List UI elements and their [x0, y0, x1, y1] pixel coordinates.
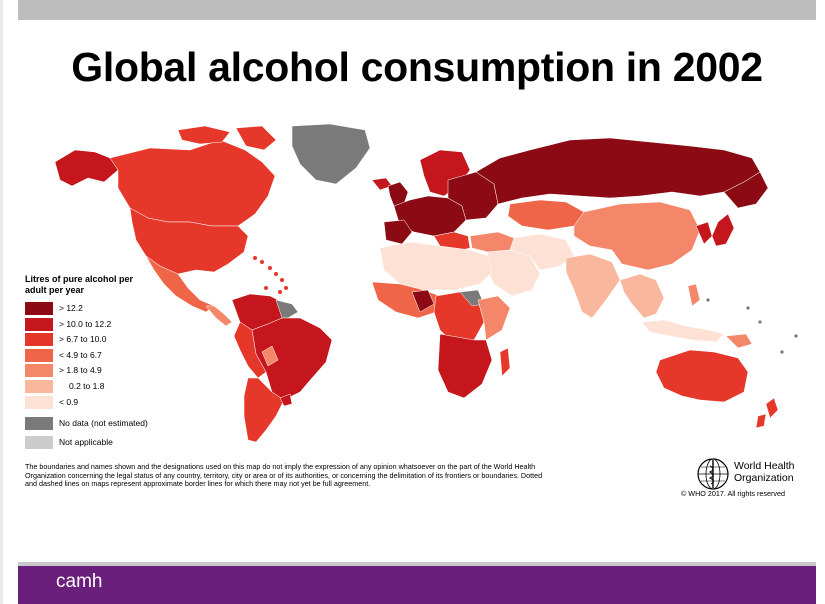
legend-label: No data (not estimated)	[59, 418, 148, 429]
legend-item-no-data: No data (not estimated)	[25, 416, 185, 435]
region-russia	[475, 137, 761, 205]
legend-item: < 0.9	[25, 395, 185, 411]
who-globe-icon	[697, 458, 729, 490]
legend-swatch	[25, 364, 53, 378]
region-uruguay	[279, 393, 293, 407]
slide-left-edge	[0, 0, 3, 604]
legend-swatch	[25, 417, 53, 431]
region-greenland	[291, 123, 371, 185]
legend-item: 0.2 to 1.8	[25, 379, 185, 395]
region-korea-japan	[695, 213, 735, 247]
legend-label: > 6.7 to 10.0	[59, 334, 107, 345]
map-disclaimer: The boundaries and names shown and the d…	[25, 462, 543, 489]
legend-label: > 12.2	[59, 303, 83, 313]
legend-swatch	[25, 395, 53, 409]
region-iran-afghanistan	[509, 233, 575, 271]
region-central-america	[205, 305, 233, 327]
region-china-mongolia	[573, 201, 701, 271]
region-canada-islands	[177, 125, 277, 151]
legend-swatch	[25, 317, 53, 331]
region-indonesia	[641, 319, 725, 343]
caribbean-islands	[253, 256, 288, 294]
top-bar	[18, 0, 816, 20]
world-map	[54, 123, 798, 443]
footer-divider	[18, 562, 816, 566]
legend-swatch	[25, 379, 53, 393]
region-india	[565, 253, 621, 319]
who-copyright: © WHO 2017. All rights reserved	[681, 489, 785, 498]
slide-title: Global alcohol consumption in 2002	[71, 44, 763, 90]
region-png	[725, 333, 753, 349]
region-usa	[129, 207, 249, 275]
legend-label: > 10.0 to 12.2	[59, 318, 112, 329]
legend-item: > 1.8 to 4.9	[25, 363, 185, 379]
region-iberia	[383, 219, 413, 245]
region-philippines	[687, 283, 701, 307]
legend-swatch	[25, 348, 53, 362]
legend-item-not-applicable: Not applicable	[25, 435, 185, 454]
who-name: World Health Organization	[734, 460, 795, 484]
legend-extra: No data (not estimated) Not applicable	[25, 416, 185, 454]
region-southeast-asia	[619, 273, 665, 319]
legend-swatch	[25, 436, 53, 450]
legend-item: > 6.7 to 10.0	[25, 332, 185, 348]
region-alaska	[54, 149, 119, 187]
legend-item: < 4.9 to 6.7	[25, 348, 185, 364]
pacific-islands	[706, 298, 798, 354]
legend-swatch	[25, 333, 53, 347]
legend-label: 0.2 to 1.8	[69, 380, 105, 391]
region-new-zealand	[755, 397, 779, 429]
region-nigeria	[411, 289, 435, 313]
region-argentina-chile	[243, 377, 285, 443]
region-brazil	[251, 317, 333, 401]
legend-item: > 12.2	[25, 301, 185, 317]
region-russia-east	[723, 171, 769, 209]
legend-label: > 1.8 to 4.9	[59, 365, 102, 376]
legend-title: Litres of pure alcohol per adult per yea…	[25, 274, 134, 295]
legend-item: > 10.0 to 12.2	[25, 317, 185, 333]
legend-label: Not applicable	[59, 437, 113, 448]
legend-label: < 0.9	[59, 396, 79, 407]
region-east-africa	[477, 295, 511, 341]
region-guianas	[275, 299, 299, 319]
region-australia	[655, 349, 749, 403]
camh-logo: camh	[56, 571, 103, 592]
region-turkey-caucasus	[469, 231, 515, 253]
legend-swatch	[25, 302, 53, 315]
legend-label: < 4.9 to 6.7	[59, 349, 102, 360]
region-madagascar	[499, 347, 511, 377]
region-southern-africa	[437, 333, 493, 399]
region-kazakhstan	[507, 199, 585, 231]
footer-bar	[18, 566, 816, 604]
map-legend: Litres of pure alcohol per adult per yea…	[25, 274, 185, 454]
region-north-africa	[379, 241, 493, 291]
region-paraguay	[261, 345, 279, 367]
